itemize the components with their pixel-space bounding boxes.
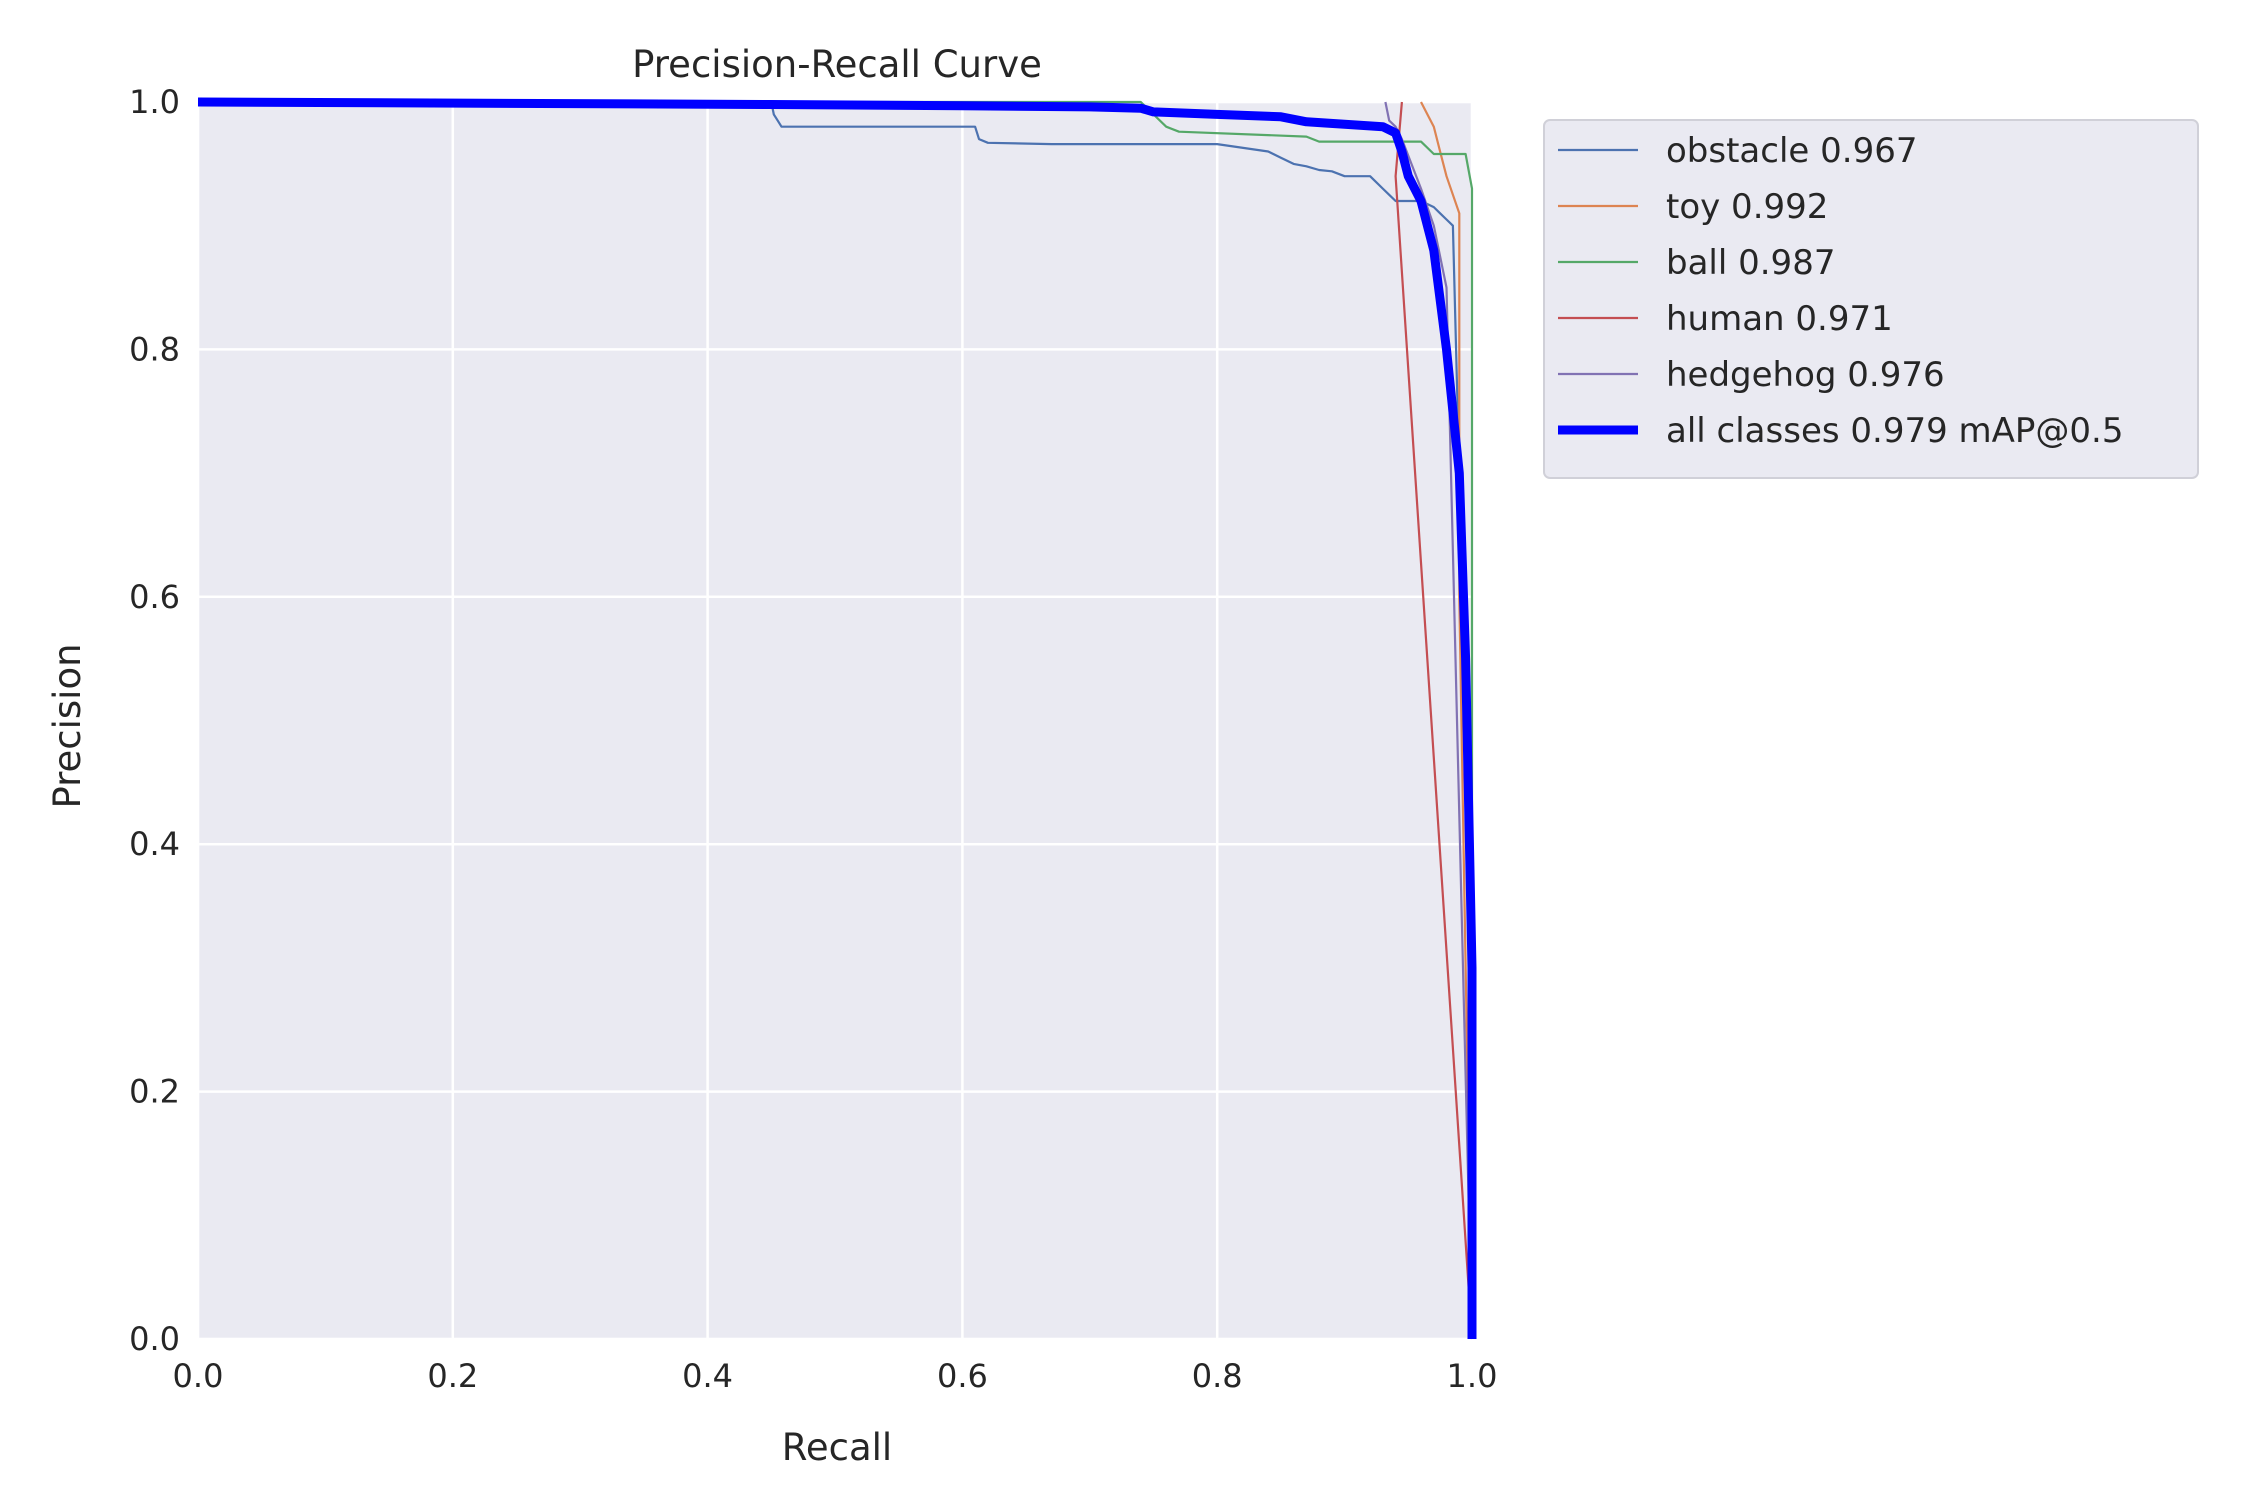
x-tick-label: 0.8	[1192, 1357, 1243, 1395]
y-tick-label: 0.8	[129, 330, 180, 368]
legend-entry: human 0.971	[1666, 299, 1893, 339]
chart-title: Precision-Recall Curve	[632, 43, 1042, 86]
x-tick-label: 0.6	[937, 1357, 988, 1395]
plot-area	[196, 97, 1477, 1341]
y-tick-label: 0.2	[129, 1073, 180, 1111]
x-tick-label: 0.0	[173, 1357, 224, 1395]
x-tick-label: 1.0	[1447, 1357, 1498, 1395]
y-tick-label: 0.0	[129, 1320, 180, 1358]
y-axis-label: Precision	[46, 643, 89, 808]
y-tick-label: 0.4	[129, 825, 180, 863]
x-tick-label: 0.2	[427, 1357, 478, 1395]
y-tick-labels: 0.0 0.2 0.4 0.6 0.8 1.0	[129, 83, 180, 1358]
legend-entry: all classes 0.979 mAP@0.5	[1666, 411, 2123, 451]
series-line-all-classes	[197, 97, 1477, 1339]
plot-background	[198, 102, 1472, 1339]
legend-entry: hedgehog 0.976	[1666, 355, 1945, 395]
series-layer	[197, 97, 1477, 1340]
y-tick-label: 1.0	[129, 83, 180, 121]
legend-entry: ball 0.987	[1666, 243, 1835, 283]
y-tick-label: 0.6	[129, 578, 180, 616]
series-line-human	[1394, 101, 1474, 1340]
x-tick-label: 0.4	[682, 1357, 733, 1395]
x-tick-labels: 0.0 0.2 0.4 0.6 0.8 1.0	[173, 1357, 1498, 1395]
legend: obstacle 0.967 toy 0.992 ball 0.987 human 0…	[1543, 119, 2199, 479]
series-line-hedgehog	[1384, 101, 1474, 1340]
legend-entry: toy 0.992	[1666, 187, 1828, 227]
x-axis-label: Recall	[782, 1426, 892, 1469]
series-line-obstacle	[198, 100, 1474, 1339]
legend-entry: obstacle 0.967	[1666, 131, 1917, 171]
legend-box	[1543, 119, 2199, 479]
